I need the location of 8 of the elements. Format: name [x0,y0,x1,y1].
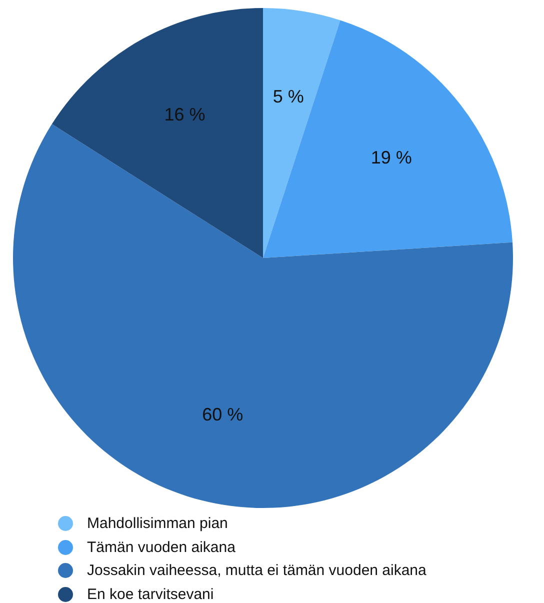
legend-label: Tämän vuoden aikana [87,538,236,556]
legend-label: Mahdollisimman pian [87,515,228,532]
data-label: 5 % [272,86,304,106]
legend-label: En koe tarvitsevani [87,586,214,603]
data-label: 60 % [202,404,244,424]
legend-label: Jossakin vaiheessa, mutta ei tämän vuoden aikana [87,562,426,580]
data-label: 16 % [164,104,206,125]
data-label: 19 % [370,147,412,168]
